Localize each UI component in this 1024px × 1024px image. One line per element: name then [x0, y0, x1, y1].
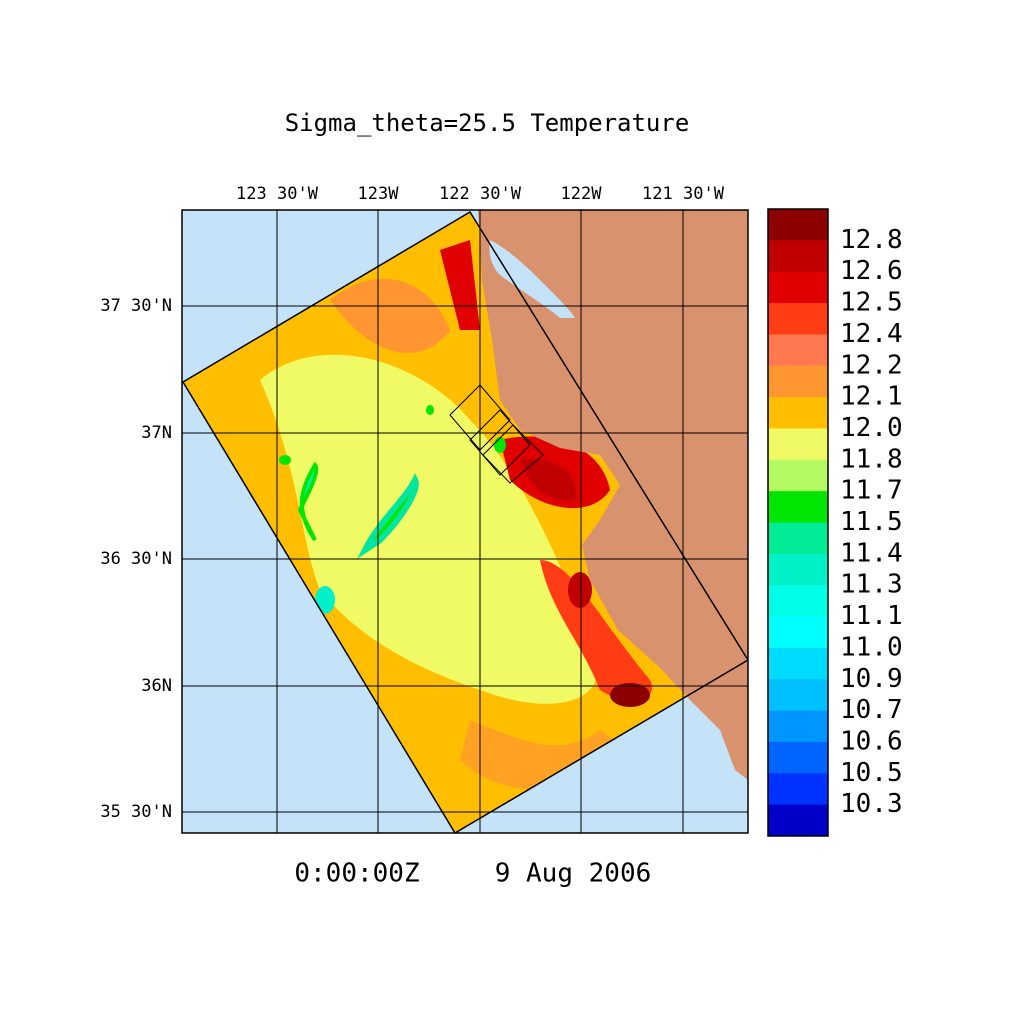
land: [478, 210, 748, 780]
colorbar-swatch: [768, 710, 828, 743]
colorbar-swatch: [768, 428, 828, 461]
colorbar-frame: [767, 208, 829, 837]
lon-label: 122W: [561, 184, 603, 204]
colorbar-swatch: [768, 616, 828, 649]
colorbar-label: 10.9: [840, 664, 903, 694]
colorbar-label: 12.2: [840, 350, 903, 380]
date: 9 Aug 2006: [495, 859, 652, 889]
colorbar-swatch: [768, 459, 828, 492]
colorbar-swatch: [768, 522, 828, 555]
colorbar-swatch: [768, 397, 828, 429]
colorbar-swatch: [768, 365, 828, 398]
colorbar-label: 11.0: [840, 632, 903, 662]
lat-label: 35 30'N: [100, 802, 172, 822]
colorbar-swatch: [768, 679, 828, 712]
colorbar-swatch: [768, 303, 828, 335]
colorbar-swatch: [768, 334, 828, 367]
map-frame: [181, 209, 749, 834]
colorbar-swatch: [768, 647, 828, 680]
colorbar-swatch: [768, 240, 828, 273]
nest-box: [469, 409, 531, 476]
colorbar-label: 11.5: [840, 507, 903, 537]
colorbar-swatch: [768, 271, 828, 304]
colorbar-label: 11.7: [840, 476, 903, 506]
nest-box: [449, 384, 511, 451]
colorbar-label: 10.3: [840, 789, 903, 819]
colorbar-label: 12.6: [840, 256, 903, 286]
colorbar-swatch: [768, 804, 828, 837]
title: Sigma_theta=25.5 Temperature: [285, 109, 690, 137]
colorbar-swatch: [768, 585, 828, 618]
colorbar-label: 12.0: [840, 413, 903, 443]
colorbar-swatch: [768, 491, 828, 523]
graticule: [182, 210, 748, 833]
lat-label: 36 30'N: [100, 549, 172, 569]
lon-label: 123 30'W: [236, 184, 319, 204]
colorbar-swatch: [768, 553, 828, 586]
lat-label: 36N: [141, 676, 172, 696]
colorbar-swatch: [768, 209, 828, 241]
colorbar-label: 12.4: [840, 319, 903, 349]
colorbar-label: 11.8: [840, 444, 903, 474]
nest-box: [482, 424, 544, 484]
colorbar-label: 11.4: [840, 538, 903, 568]
colorbar-label: 12.1: [840, 382, 903, 412]
domain-outline: [182, 210, 748, 833]
lat-label: 37N: [141, 423, 172, 443]
bay: [489, 240, 575, 318]
lon-label: 122 30'W: [439, 184, 522, 204]
colorbar-swatch: [768, 741, 828, 774]
colorbar-label: 10.7: [840, 695, 903, 725]
colorbar-label: 11.3: [840, 570, 903, 600]
colorbar-label: 11.1: [840, 601, 903, 631]
lon-label: 121 30'W: [642, 184, 725, 204]
time: 0:00:00Z: [294, 859, 419, 889]
colorbar-swatch: [768, 773, 828, 806]
colorbar-label: 12.5: [840, 288, 903, 318]
lat-label: 37 30'N: [100, 296, 172, 316]
map-area: [182, 210, 748, 833]
temperature-field: [183, 212, 748, 833]
lon-label: 123W: [358, 184, 400, 204]
colorbar-label: 10.6: [840, 726, 903, 756]
colorbar-label: 10.5: [840, 758, 903, 788]
colorbar-label: 12.8: [840, 225, 903, 255]
